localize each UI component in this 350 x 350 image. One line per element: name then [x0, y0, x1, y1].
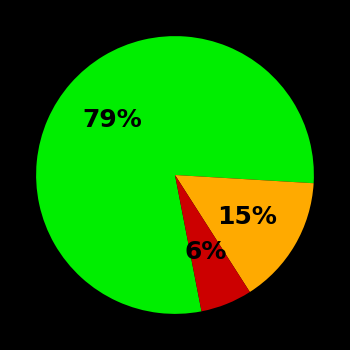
Wedge shape: [36, 36, 314, 314]
Text: 79%: 79%: [82, 108, 142, 132]
Wedge shape: [175, 175, 314, 292]
Wedge shape: [175, 175, 250, 312]
Text: 6%: 6%: [185, 240, 227, 264]
Text: 15%: 15%: [217, 205, 277, 229]
